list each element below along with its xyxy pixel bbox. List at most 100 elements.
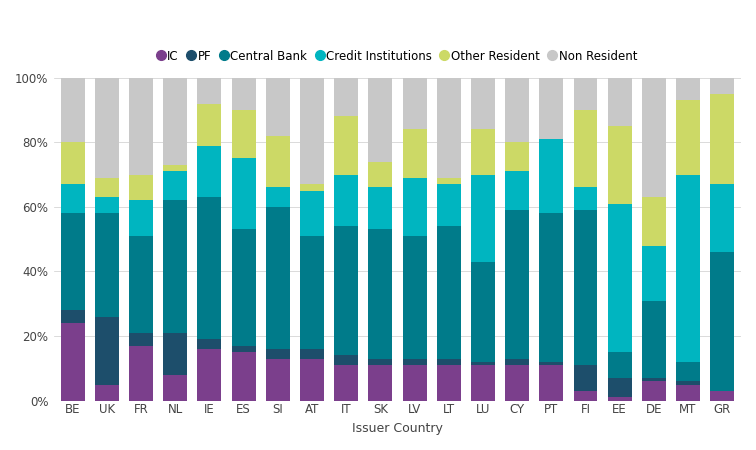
Bar xyxy=(300,191,324,236)
Bar xyxy=(608,397,631,400)
Bar xyxy=(574,391,597,400)
Bar xyxy=(505,359,529,365)
Bar xyxy=(574,365,597,391)
Bar xyxy=(334,365,358,400)
Bar xyxy=(710,78,734,94)
Bar xyxy=(163,165,187,171)
Bar xyxy=(368,78,392,162)
Bar xyxy=(471,175,495,262)
Bar xyxy=(129,346,153,400)
Bar xyxy=(710,391,734,400)
Bar xyxy=(300,236,324,349)
Bar xyxy=(197,197,222,339)
Bar xyxy=(608,352,631,378)
Bar xyxy=(539,139,563,213)
Bar xyxy=(676,384,700,400)
Bar xyxy=(163,333,187,375)
Bar xyxy=(539,362,563,365)
Bar xyxy=(471,129,495,175)
Bar xyxy=(231,352,256,400)
Bar xyxy=(403,129,426,178)
Bar xyxy=(129,175,153,200)
Bar xyxy=(60,323,85,400)
Bar xyxy=(642,246,666,301)
Bar xyxy=(300,184,324,191)
Bar xyxy=(574,78,597,110)
Bar xyxy=(539,213,563,362)
Bar xyxy=(403,236,426,359)
Bar xyxy=(710,94,734,184)
Bar xyxy=(710,252,734,391)
Bar xyxy=(437,359,460,365)
Bar xyxy=(642,381,666,400)
Bar xyxy=(334,117,358,175)
Bar xyxy=(368,230,392,359)
Bar xyxy=(129,236,153,333)
Bar xyxy=(95,197,119,213)
Bar xyxy=(608,126,631,204)
Bar xyxy=(334,226,358,356)
Bar xyxy=(334,175,358,226)
Bar xyxy=(197,104,222,145)
Bar xyxy=(266,359,290,400)
Bar xyxy=(197,145,222,197)
Bar xyxy=(197,339,222,349)
Bar xyxy=(334,356,358,365)
Bar xyxy=(437,365,460,400)
Bar xyxy=(437,78,460,178)
Bar xyxy=(60,142,85,184)
Bar xyxy=(266,349,290,359)
Bar xyxy=(129,78,153,175)
Bar xyxy=(60,213,85,310)
Bar xyxy=(505,171,529,210)
Bar xyxy=(505,210,529,359)
X-axis label: Issuer Country: Issuer Country xyxy=(352,422,443,435)
Bar xyxy=(642,378,666,381)
Bar xyxy=(642,78,666,197)
Bar xyxy=(642,197,666,246)
Bar xyxy=(266,207,290,349)
Bar xyxy=(266,136,290,188)
Bar xyxy=(163,78,187,165)
Bar xyxy=(231,158,256,230)
Bar xyxy=(710,184,734,252)
Bar xyxy=(163,200,187,333)
Bar xyxy=(574,188,597,210)
Bar xyxy=(163,171,187,200)
Bar xyxy=(231,110,256,158)
Bar xyxy=(505,78,529,142)
Bar xyxy=(231,78,256,110)
Bar xyxy=(676,175,700,362)
Bar xyxy=(505,142,529,171)
Bar xyxy=(539,78,563,139)
Bar xyxy=(231,230,256,346)
Bar xyxy=(403,365,426,400)
Legend: IC, PF, Central Bank, Credit Institutions, Other Resident, Non Resident: IC, PF, Central Bank, Credit Institution… xyxy=(153,45,642,67)
Bar xyxy=(471,365,495,400)
Bar xyxy=(642,301,666,378)
Bar xyxy=(266,188,290,207)
Bar xyxy=(95,178,119,197)
Bar xyxy=(95,317,119,384)
Bar xyxy=(368,359,392,365)
Bar xyxy=(403,178,426,236)
Bar xyxy=(505,365,529,400)
Bar xyxy=(129,333,153,346)
Bar xyxy=(676,78,700,100)
Bar xyxy=(95,78,119,178)
Bar xyxy=(231,346,256,352)
Bar xyxy=(471,262,495,362)
Bar xyxy=(129,200,153,236)
Bar xyxy=(266,78,290,136)
Bar xyxy=(574,110,597,188)
Bar xyxy=(368,188,392,230)
Bar xyxy=(437,178,460,184)
Bar xyxy=(60,184,85,213)
Bar xyxy=(471,78,495,129)
Bar xyxy=(608,378,631,397)
Bar xyxy=(676,381,700,384)
Bar xyxy=(334,78,358,117)
Bar xyxy=(300,349,324,359)
Bar xyxy=(60,310,85,323)
Bar xyxy=(95,213,119,317)
